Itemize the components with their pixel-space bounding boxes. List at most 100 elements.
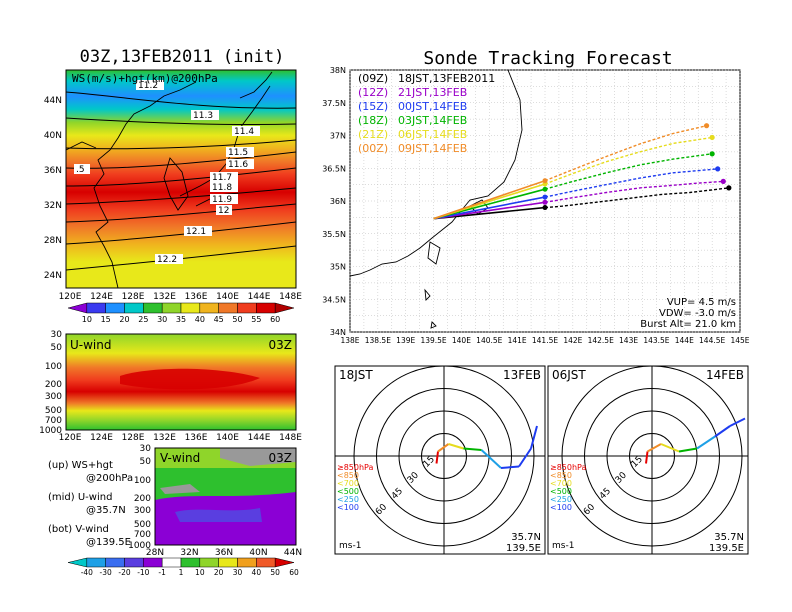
ascent-line [433,179,546,220]
v-wind-label: V-wind [160,451,200,465]
lon-tick-label: 139.5E [420,336,446,345]
lat-tick-label: 28N [146,548,164,558]
lon-tick-label: 145E [730,336,749,345]
svg-text:11.7: 11.7 [212,173,232,183]
ws-field [66,70,296,288]
colorbar-tick: 55 [251,315,261,324]
lon-tick-label: 140E [452,336,471,345]
pressure-tick-label: 700 [45,416,62,426]
svg-text:11.3: 11.3 [193,111,213,121]
pressure-tick-label: 30 [51,330,63,340]
hodograph-segment [448,443,464,450]
level-legend: <850 [337,471,359,480]
launch-label: 18JST,13FEB2011 [398,72,495,85]
contour-label: 11.5 [226,147,254,158]
contour-label: 12.1 [184,226,212,237]
left-title: 03Z,13FEB2011 (init) [80,47,285,67]
v-wind-time: 03Z [269,451,293,465]
contour-labels: 11.2 11.3 11.4 11.5 11.6 11.711.8 11.912 12.1 12… [74,80,260,265]
hodo-date: 14FEB [706,368,744,382]
hodograph-segment [530,425,538,449]
lat-tick-label: 37.5N [322,99,346,108]
contour-label: 11.2 [136,80,164,91]
v-wind-lat-ticks: 28N 32N 36N 40N 44N [146,548,302,558]
pressure-tick-label: 500 [45,406,62,416]
hodograph-segment [518,447,532,468]
colorbar-swatch [143,302,163,314]
bottom-colorbar: -40 -30 -20 -10 -1 1 10 20 30 40 50 60 [67,557,299,577]
pressure-tick-label: 200 [45,380,62,390]
colorbar-swatch [199,557,219,568]
pressure-tick-label: 30 [140,444,152,454]
lon-tick-label: 136E [185,433,208,443]
level-legend: <500 [337,487,359,496]
colorbar-tick: -40 [81,568,93,577]
panel-legend: (up) WS+hgt @200hPa (mid) U-wind @35.7N (bot… [48,460,133,548]
lon-tick-label: 142E [563,336,582,345]
lon-tick-label: 148E [279,292,302,302]
lon-tick-label: 140E [216,292,239,302]
level-legend: <100 [550,503,572,512]
colorbar-swatch [105,557,125,568]
hodo-lat: 35.7N [511,532,541,543]
pressure-tick-label: 300 [134,506,151,516]
lon-tick-label: 132E [153,433,176,443]
sonde-tracks [433,123,732,220]
colorbar-tick: -20 [118,568,130,577]
lat-tick-label: 36N [215,548,233,558]
contour-label: 12.2 [155,254,183,265]
lat-tick-label: 44N [44,96,62,106]
ascent-line [433,188,546,220]
contour-label: 11.8 [210,182,238,193]
track-grid [349,69,741,333]
contour-label: 11.6 [226,159,254,170]
burst-point [542,205,548,211]
landing-point [709,134,715,141]
colorbar-tick: 20 [119,315,129,324]
svg-text:11.8: 11.8 [212,183,232,193]
colorbar-swatch [274,557,295,568]
colorbar-swatch [237,302,257,314]
colorbar-swatch [105,302,125,314]
colorbar-swatch [180,302,201,314]
colorbar-tick: 10 [82,315,92,324]
launch-param: Burst Alt= 21.0 km [640,319,736,330]
svg-text:11.6: 11.6 [228,160,248,170]
hodograph-segment [500,465,520,469]
colorbar-swatch [124,302,144,314]
lon-tick-label: 138E [340,336,359,345]
legend-sub: @35.7N [86,505,126,516]
hodograph-segment [696,435,716,450]
lon-tick-label: 136E [185,292,208,302]
u-wind-label: U-wind [70,338,111,352]
u-wind-time: 03Z [269,338,293,352]
landing-point [720,178,726,184]
descent-line [544,153,713,190]
colorbar-tick: 40 [252,568,262,577]
colorbar-tick: 45 [214,315,224,324]
hodograph-segment [435,451,439,464]
lon-tick-label: 124E [90,433,113,443]
legend-head: (bot) V-wind [48,524,109,535]
lat-tick-label: 35N [330,263,346,272]
hodo-lon: 139.5E [506,543,541,554]
lat-tick-label: 28N [44,236,62,246]
lat-tick-label: 36.5N [322,164,346,173]
colorbar-tick: 50 [232,315,242,324]
colorbar-swatch [143,557,163,568]
burst-point [542,186,548,192]
contour-label: 11.7 [210,172,238,183]
lon-tick-label: 138.5E [365,336,391,345]
hodo-time: 06JST [552,368,586,382]
lon-tick-label: 141E [508,336,527,345]
lon-tick-label: 140.5E [476,336,502,345]
lon-tick-label: 143.5E [643,336,669,345]
lon-tick-label: 144.5E [699,336,725,345]
ascent-line [433,206,546,220]
pressure-tick-label: 300 [45,392,62,402]
lon-tick-label: 148E [279,433,302,443]
